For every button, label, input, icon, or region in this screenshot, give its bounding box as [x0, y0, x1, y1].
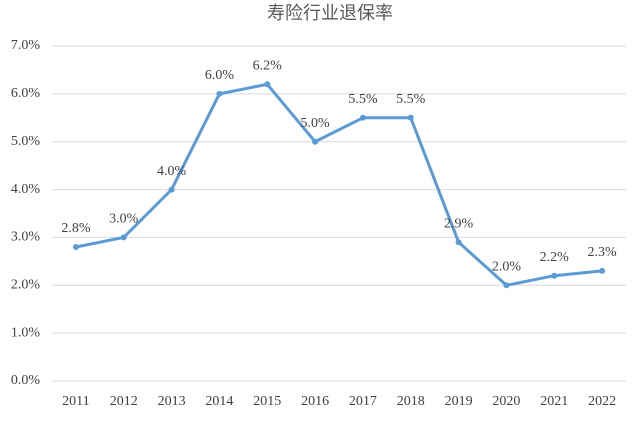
- value-label: 6.2%: [253, 59, 283, 74]
- marker: [599, 267, 606, 274]
- y-tick-label: 3.0%: [11, 230, 41, 245]
- x-tick-label: 2016: [301, 394, 329, 409]
- x-tick-label: 2013: [158, 394, 186, 409]
- value-label: 3.0%: [109, 212, 139, 227]
- marker: [503, 282, 510, 289]
- marker: [72, 244, 79, 250]
- value-label: 2.2%: [540, 250, 570, 265]
- value-label: 2.9%: [444, 216, 474, 231]
- value-label: 5.5%: [348, 92, 378, 107]
- y-tick-label: 5.0%: [11, 134, 41, 149]
- marker: [455, 239, 462, 246]
- value-label: 5.0%: [300, 116, 330, 131]
- x-tick-label: 2011: [62, 394, 89, 409]
- marker: [407, 114, 414, 121]
- y-tick-label: 6.0%: [11, 86, 41, 101]
- chart-title: 寿险行业退保率: [267, 3, 393, 24]
- x-tick-label: 2017: [349, 394, 377, 409]
- value-label: 2.0%: [492, 260, 522, 275]
- value-label: 2.8%: [61, 221, 91, 236]
- x-tick-label: 2018: [397, 394, 425, 409]
- value-label: 6.0%: [205, 68, 235, 83]
- x-tick-label: 2020: [492, 394, 520, 409]
- marker: [264, 81, 271, 88]
- value-label: 2.3%: [587, 245, 617, 260]
- x-tick-label: 2012: [110, 394, 138, 409]
- y-tick-label: 0.0%: [11, 373, 41, 388]
- marker: [120, 234, 127, 241]
- y-tick-label: 2.0%: [11, 278, 41, 293]
- value-label: 5.5%: [396, 92, 426, 107]
- y-tick-label: 4.0%: [11, 182, 41, 197]
- y-tick-label: 1.0%: [11, 325, 41, 340]
- x-tick-label: 2021: [540, 394, 568, 409]
- line: [75, 82, 603, 287]
- x-tick-label: 2015: [253, 394, 281, 409]
- marker: [168, 186, 175, 193]
- marker: [216, 90, 223, 97]
- y-tick-label: 7.0%: [11, 38, 41, 53]
- marker: [359, 114, 366, 121]
- marker: [312, 138, 319, 145]
- x-tick-label: 2022: [588, 394, 616, 409]
- x-tick-label: 2014: [205, 394, 233, 409]
- marker: [551, 272, 558, 279]
- x-tick-label: 2019: [445, 394, 473, 409]
- value-label: 4.0%: [157, 164, 187, 179]
